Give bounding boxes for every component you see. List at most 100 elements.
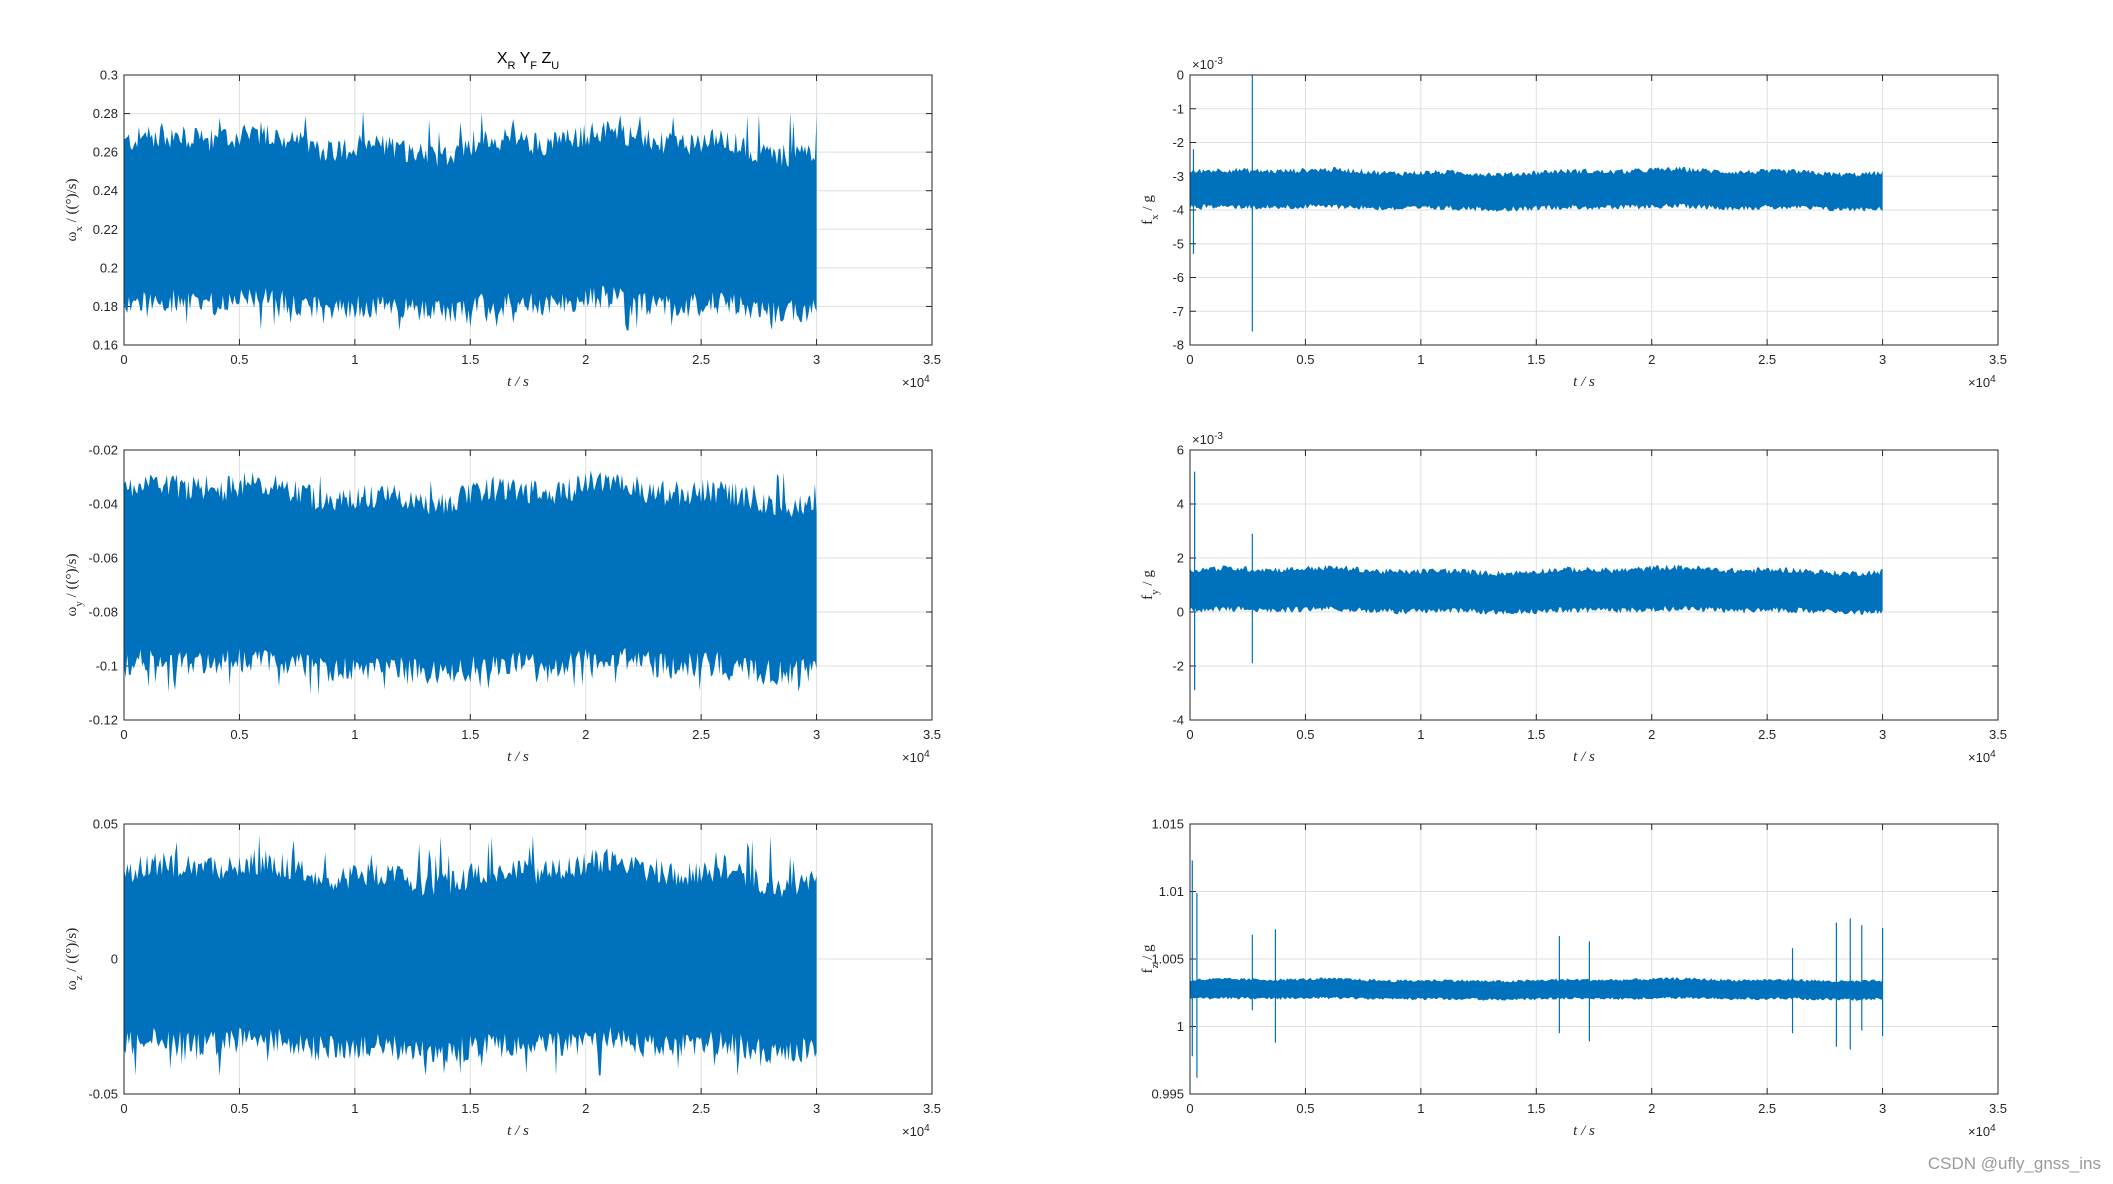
subplot-4: 0 0.5 1 1.5 2 2.5 3 3.5 -4 -2 0 2 4 6 t / s fy / g ×104 ×… <box>1140 431 2007 766</box>
x-tick-label: 3 <box>813 352 820 367</box>
y-tick-label: -4 <box>1172 203 1184 218</box>
x-exponent-label: ×104 <box>902 1123 930 1140</box>
x-exponent-label: ×104 <box>902 749 930 766</box>
y-tick-label: 1.01 <box>1159 884 1184 899</box>
x-tick-label: 1 <box>351 352 358 367</box>
x-axis-label: t / s <box>1573 749 1595 765</box>
y-tick-label: 0.3 <box>100 68 118 83</box>
y-tick-label: 0 <box>1177 68 1184 83</box>
y-tick-label: -0.02 <box>88 443 118 458</box>
y-axis-label: fz / g <box>1140 944 1161 974</box>
y-tick-label: 0.16 <box>93 338 118 353</box>
y-tick-label: 4 <box>1177 497 1184 512</box>
y-tick-label: 0.995 <box>1151 1087 1184 1102</box>
x-tick-label: 2 <box>582 352 589 367</box>
x-tick-label: 0.5 <box>1296 352 1314 367</box>
x-exponent-label: ×104 <box>1968 374 1996 391</box>
y-axis-label: ωz / ((°)/s) <box>64 928 85 990</box>
x-tick-label: 3 <box>813 1101 820 1116</box>
x-tick-label: 2 <box>1648 727 1655 742</box>
x-tick-label: 1.5 <box>461 352 479 367</box>
x-tick-label: 1.5 <box>1527 727 1545 742</box>
y-tick-label: -1 <box>1172 101 1184 116</box>
x-tick-label: 3 <box>1879 727 1886 742</box>
y-tick-label: 1.005 <box>1151 952 1184 967</box>
x-tick-label: 2 <box>1648 1101 1655 1116</box>
chart-title: XR YF ZU <box>497 50 559 72</box>
y-tick-label: 0 <box>1177 605 1184 620</box>
x-tick-label: 2.5 <box>1758 727 1776 742</box>
x-tick-label: 1.5 <box>1527 352 1545 367</box>
x-tick-label: 3 <box>813 727 820 742</box>
x-axis-label: t / s <box>507 374 529 390</box>
axes-frame <box>1189 449 1999 721</box>
x-tick-label: 1.5 <box>461 727 479 742</box>
x-tick-label: 1.5 <box>1527 1101 1545 1116</box>
x-tick-label: 2 <box>582 1101 589 1116</box>
axes-frame <box>123 74 933 346</box>
y-tick-label: 0.18 <box>93 299 118 314</box>
series-line <box>1190 977 1883 1001</box>
x-tick-label: 1 <box>351 1101 358 1116</box>
x-tick-label: 2.5 <box>692 727 710 742</box>
x-exponent-label: ×104 <box>1968 749 1996 766</box>
x-tick-label: 0 <box>120 352 127 367</box>
y-tick-label: 0.2 <box>100 260 118 275</box>
y-tick-label: 0.05 <box>93 817 118 832</box>
y-tick-label: -2 <box>1172 659 1184 674</box>
x-tick-label: 0.5 <box>230 352 248 367</box>
axes-frame <box>1189 74 1999 346</box>
x-tick-label: 0.5 <box>1296 727 1314 742</box>
y-tick-label: -3 <box>1172 169 1184 184</box>
x-tick-label: 3.5 <box>923 1101 941 1116</box>
x-axis-label: t / s <box>507 1123 529 1139</box>
y-tick-label: -0.05 <box>88 1087 118 1102</box>
y-tick-label: 1 <box>1177 1019 1184 1034</box>
x-tick-label: 3.5 <box>1989 727 2007 742</box>
y-tick-label: -0.08 <box>88 605 118 620</box>
subplot-6: 0 0.5 1 1.5 2 2.5 3 3.5 0.995 1 1.005 1.01 1.015 t / … <box>1140 817 2007 1140</box>
x-axis-label: t / s <box>1573 374 1595 390</box>
x-tick-label: 1.5 <box>461 1101 479 1116</box>
x-tick-label: 1 <box>1417 1101 1424 1116</box>
x-tick-label: 0 <box>1186 352 1193 367</box>
x-tick-label: 2.5 <box>1758 352 1776 367</box>
y-tick-label: 1.015 <box>1151 817 1184 832</box>
y-tick-label: 2 <box>1177 551 1184 566</box>
x-tick-label: 1 <box>351 727 358 742</box>
y-axis-label: fy / g <box>1140 570 1161 600</box>
y-exponent-label: ×10-3 <box>1192 56 1223 73</box>
x-tick-label: 2.5 <box>1758 1101 1776 1116</box>
series-line <box>1190 564 1883 615</box>
x-tick-label: 0.5 <box>1296 1101 1314 1116</box>
y-tick-label: -0.1 <box>96 659 118 674</box>
x-tick-label: 1 <box>1417 727 1424 742</box>
y-tick-label: 0.22 <box>93 222 118 237</box>
y-tick-label: -4 <box>1172 713 1184 728</box>
x-tick-label: 2 <box>1648 352 1655 367</box>
x-tick-label: 3 <box>1879 1101 1886 1116</box>
axes-frame <box>1189 823 1999 1095</box>
y-tick-label: 0 <box>111 952 118 967</box>
y-tick-label: 0.24 <box>93 183 118 198</box>
x-axis-label: t / s <box>507 749 529 765</box>
series-line <box>1190 166 1883 212</box>
series-line <box>124 110 817 331</box>
watermark: CSDN @ufly_gnss_ins <box>1927 1154 2101 1173</box>
x-exponent-label: ×104 <box>902 374 930 391</box>
subplot-3: 0 0.5 1 1.5 2 2.5 3 3.5 -0.12 -0.1 -0.08 -0.06 -0.04… <box>64 443 941 766</box>
x-tick-label: 0 <box>120 727 127 742</box>
y-tick-label: 6 <box>1177 443 1184 458</box>
x-tick-label: 3.5 <box>1989 352 2007 367</box>
y-tick-label: -6 <box>1172 270 1184 285</box>
x-tick-label: 2.5 <box>692 352 710 367</box>
x-tick-label: 1 <box>1417 352 1424 367</box>
y-axis-label: fx / g <box>1140 195 1161 225</box>
y-tick-label: -8 <box>1172 338 1184 353</box>
axes-frame <box>123 449 933 721</box>
y-tick-label: 0.28 <box>93 106 118 121</box>
x-tick-label: 2 <box>582 727 589 742</box>
y-tick-label: -7 <box>1172 304 1184 319</box>
